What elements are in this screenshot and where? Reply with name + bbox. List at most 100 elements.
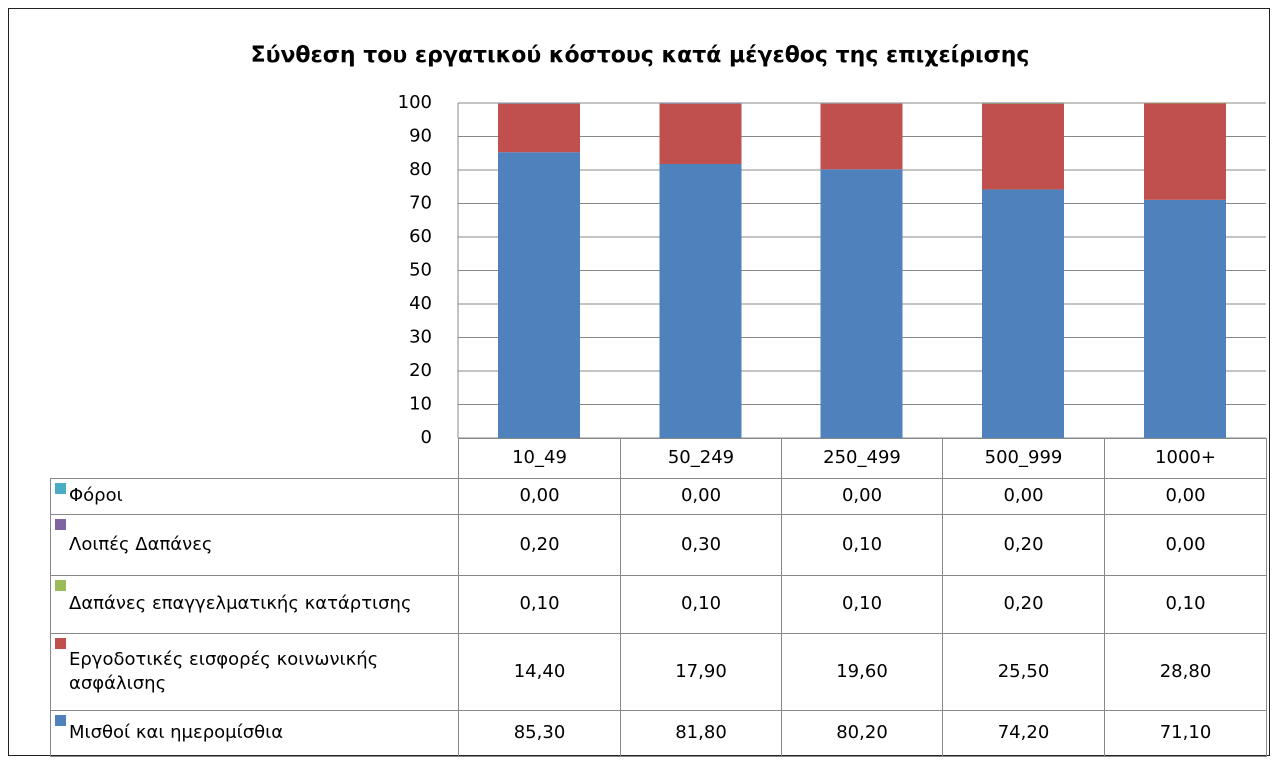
table-value: 80,20 — [781, 710, 943, 757]
legend-key — [55, 715, 66, 726]
category-header-text: 10_49 — [512, 447, 567, 469]
legend-entry: Λοιπές Δαπάνες — [50, 514, 459, 576]
category-header-text: 1000+ — [1155, 447, 1216, 469]
legend-label: Φόροι — [69, 485, 123, 507]
table-value-text: 71,10 — [1159, 722, 1212, 744]
legend-entry: Δαπάνες επαγγελματικής κατάρτισης — [50, 575, 459, 634]
table-value-text: 0,10 — [841, 593, 883, 615]
category-header: 500_999 — [942, 438, 1105, 479]
chart-title: Σύνθεση του εργατικού κόστους κατά μέγεθ… — [251, 43, 1030, 68]
table-value-text: 0,10 — [680, 593, 722, 615]
table-value: 0,20 — [458, 514, 621, 576]
table-value-text: 85,30 — [513, 722, 566, 744]
bar-segment — [659, 102, 742, 104]
bar-segment — [1144, 103, 1226, 200]
category-header-text: 500_999 — [984, 447, 1063, 469]
y-tick-label: 20 — [409, 360, 432, 381]
table-value: 0,10 — [458, 575, 621, 634]
table-value: 0,00 — [781, 478, 943, 515]
bar-segment — [659, 163, 742, 438]
table-value: 74,20 — [942, 710, 1105, 757]
table-value-text: 0,10 — [841, 533, 883, 555]
category-header: 1000+ — [1104, 438, 1267, 479]
table-value-text: 80,20 — [836, 722, 888, 744]
table-value: 85,30 — [458, 710, 621, 757]
table-value-text: 74,20 — [997, 722, 1050, 744]
legend-entry: Εργοδοτικές εισφορές κοινωνικής ασφάλιση… — [50, 633, 459, 711]
table-value-text: 0,00 — [1165, 485, 1206, 507]
table-value: 0,20 — [942, 514, 1105, 576]
table-value-text: 0,10 — [519, 593, 560, 615]
table-value: 17,90 — [620, 633, 782, 711]
legend-key — [55, 580, 66, 591]
table-value: 14,40 — [458, 633, 621, 711]
table-value-text: 0,30 — [680, 533, 722, 555]
y-tick-label: 50 — [409, 260, 432, 281]
y-tick-label: 40 — [409, 293, 432, 314]
bar-segment — [1144, 199, 1226, 438]
y-tick-label: 80 — [409, 159, 432, 180]
category-header-text: 250_499 — [823, 447, 901, 469]
table-value-text: 19,60 — [836, 660, 888, 682]
table-value-text: 0,00 — [1003, 485, 1044, 507]
table-value-text: 0,20 — [519, 533, 560, 555]
legend-entry: Φόροι — [50, 478, 459, 515]
bar-segment — [659, 104, 742, 164]
table-value: 0,10 — [781, 575, 943, 634]
y-tick-label: 60 — [409, 226, 432, 247]
legend-key — [55, 519, 66, 530]
table-value-text: 25,50 — [997, 660, 1050, 682]
category-header-text: 50_249 — [667, 447, 735, 469]
bar-segment — [820, 103, 903, 170]
bar-segment — [498, 104, 580, 153]
bar-segment — [982, 189, 1064, 438]
category-header: 50_249 — [620, 438, 782, 479]
table-value: 71,10 — [1104, 710, 1267, 757]
bar-segment — [498, 103, 580, 104]
legend-entry: Μισθοί και ημερομίσθια — [50, 710, 459, 757]
table-value: 0,00 — [1104, 514, 1267, 576]
bar-segment — [820, 169, 903, 438]
legend-label: Λοιπές Δαπάνες — [69, 533, 213, 555]
table-value: 0,20 — [942, 575, 1105, 634]
y-tick-label: 30 — [409, 327, 432, 348]
table-value: 19,60 — [781, 633, 943, 711]
table-value-text: 0,20 — [1003, 593, 1044, 615]
table-value: 0,10 — [620, 575, 782, 634]
table-value-text: 14,40 — [513, 660, 566, 682]
table-value: 0,10 — [781, 514, 943, 576]
table-value-text: 0,20 — [1003, 533, 1044, 555]
category-header: 250_499 — [781, 438, 943, 479]
y-tick-label: 70 — [409, 193, 432, 214]
table-value: 0,30 — [620, 514, 782, 576]
legend-label: Μισθοί και ημερομίσθια — [69, 722, 284, 744]
bar-segment — [982, 104, 1064, 190]
y-tick-label: 10 — [409, 394, 432, 415]
table-value-text: 17,90 — [675, 660, 727, 682]
table-value: 0,00 — [620, 478, 782, 515]
table-value: 0,00 — [458, 478, 621, 515]
bar-segment — [498, 152, 580, 438]
table-value-text: 28,80 — [1159, 660, 1212, 682]
table-value-text: 0,10 — [1165, 593, 1206, 615]
table-value: 0,10 — [1104, 575, 1267, 634]
table-value: 0,00 — [1104, 478, 1267, 515]
table-value: 81,80 — [620, 710, 782, 757]
bar-segment — [982, 103, 1064, 105]
table-value-text: 81,80 — [675, 722, 727, 744]
y-tick-label: 0 — [421, 427, 432, 448]
category-header: 10_49 — [458, 438, 621, 479]
table-value-text: 0,00 — [519, 485, 560, 507]
table-value-text: 0,00 — [1165, 533, 1206, 555]
legend-key — [55, 483, 66, 494]
legend-label: Δαπάνες επαγγελματικής κατάρτισης — [69, 593, 412, 615]
table-value: 28,80 — [1104, 633, 1267, 711]
bar-segment — [982, 102, 1064, 104]
chart-frame — [8, 8, 1270, 756]
table-value: 0,00 — [942, 478, 1105, 515]
y-tick-label: 90 — [409, 126, 432, 147]
y-tick-label: 100 — [398, 92, 432, 113]
table-value: 25,50 — [942, 633, 1105, 711]
